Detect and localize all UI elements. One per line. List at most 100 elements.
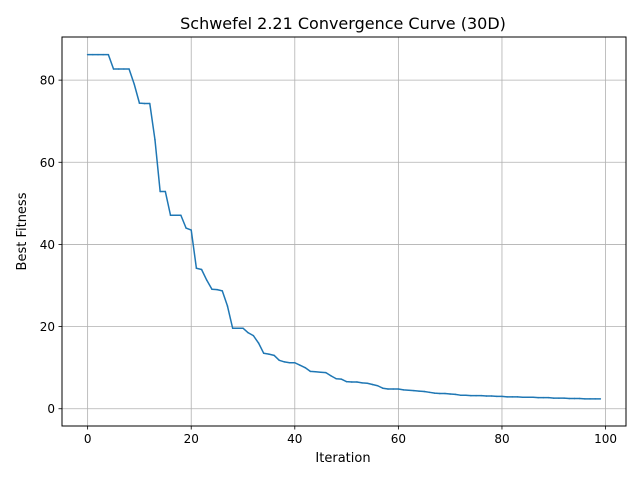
y-axis-label: Best Fitness	[15, 192, 30, 270]
y-tick-label: 80	[40, 74, 55, 88]
data-point	[542, 396, 545, 399]
x-tick-label: 40	[287, 432, 302, 446]
data-point	[366, 382, 369, 385]
data-point	[392, 388, 394, 390]
data-point	[501, 395, 503, 398]
data-point	[578, 397, 581, 400]
data-point	[361, 382, 363, 384]
data-point	[387, 388, 389, 390]
series-line	[87, 53, 601, 400]
data-point	[231, 327, 234, 329]
data-point	[159, 190, 161, 193]
data-point	[376, 384, 379, 387]
data-point	[563, 397, 565, 399]
x-axis-label: Iteration	[315, 451, 370, 466]
data-point	[516, 396, 519, 398]
data-point	[149, 102, 151, 105]
data-point	[594, 398, 596, 400]
data-point	[216, 288, 218, 291]
data-point	[558, 397, 560, 399]
data-point	[309, 370, 312, 373]
data-point	[97, 53, 99, 56]
y-tick-label: 0	[47, 402, 55, 416]
data-point	[439, 392, 441, 395]
data-point	[521, 396, 524, 398]
data-point	[537, 396, 539, 399]
y-tick-label: 60	[40, 156, 55, 170]
data-point	[553, 397, 555, 399]
data-point	[128, 68, 130, 70]
x-tick-label: 100	[594, 432, 617, 446]
data-point	[138, 102, 141, 104]
data-point	[345, 380, 348, 383]
data-point	[433, 392, 436, 394]
data-point	[428, 391, 431, 394]
axes-frame	[61, 36, 627, 427]
data-point	[527, 396, 529, 398]
data-point	[496, 395, 498, 398]
data-point	[262, 352, 265, 355]
data-point	[164, 190, 167, 193]
data-point	[247, 332, 249, 334]
data-point	[226, 305, 229, 307]
data-point	[340, 378, 343, 380]
data-point	[123, 68, 125, 70]
data-point	[319, 371, 322, 373]
data-point	[449, 393, 451, 395]
data-point	[314, 371, 317, 373]
y-tick-label: 40	[40, 238, 55, 252]
data-point	[402, 389, 405, 391]
data-point	[356, 381, 358, 383]
data-point	[397, 388, 400, 390]
data-point	[304, 366, 306, 369]
data-point	[475, 394, 477, 397]
ticks: 0 20 40 60 80 100 0 20 40 60 80	[40, 74, 617, 446]
data-point	[143, 102, 146, 105]
data-point	[92, 53, 94, 56]
data-point	[107, 53, 110, 56]
data-point	[444, 392, 446, 395]
data-point	[506, 396, 508, 398]
data-point	[511, 396, 514, 398]
series-layer	[86, 53, 602, 400]
data-point	[273, 354, 275, 357]
x-tick-label: 20	[184, 432, 199, 446]
grid	[62, 37, 626, 426]
data-point	[490, 395, 493, 397]
data-point	[195, 267, 198, 270]
data-point	[283, 361, 286, 363]
data-point	[599, 398, 602, 400]
data-point	[330, 375, 332, 377]
data-point	[485, 395, 488, 397]
data-point	[200, 268, 203, 271]
data-point	[117, 68, 120, 70]
data-point	[351, 381, 353, 383]
data-point	[573, 397, 576, 400]
data-point	[532, 396, 534, 398]
x-tick-label: 60	[391, 432, 406, 446]
data-point	[371, 383, 374, 386]
data-point	[459, 394, 462, 396]
data-point	[268, 353, 270, 355]
x-tick-label: 0	[84, 432, 92, 446]
data-point	[413, 389, 415, 392]
data-point	[211, 288, 213, 290]
data-point	[480, 394, 482, 397]
data-point	[470, 394, 472, 397]
y-tick-label: 20	[40, 320, 55, 334]
data-point	[299, 364, 301, 366]
data-point	[257, 342, 260, 344]
data-point	[206, 279, 208, 281]
data-point	[154, 138, 156, 141]
data-point	[325, 371, 327, 374]
data-point	[242, 327, 244, 329]
data-point	[278, 359, 281, 362]
data-point	[418, 390, 420, 392]
data-point	[190, 229, 192, 231]
data-point	[86, 53, 89, 56]
data-point	[454, 393, 457, 396]
data-point	[382, 387, 384, 389]
data-point	[102, 53, 104, 56]
data-point	[335, 378, 337, 380]
